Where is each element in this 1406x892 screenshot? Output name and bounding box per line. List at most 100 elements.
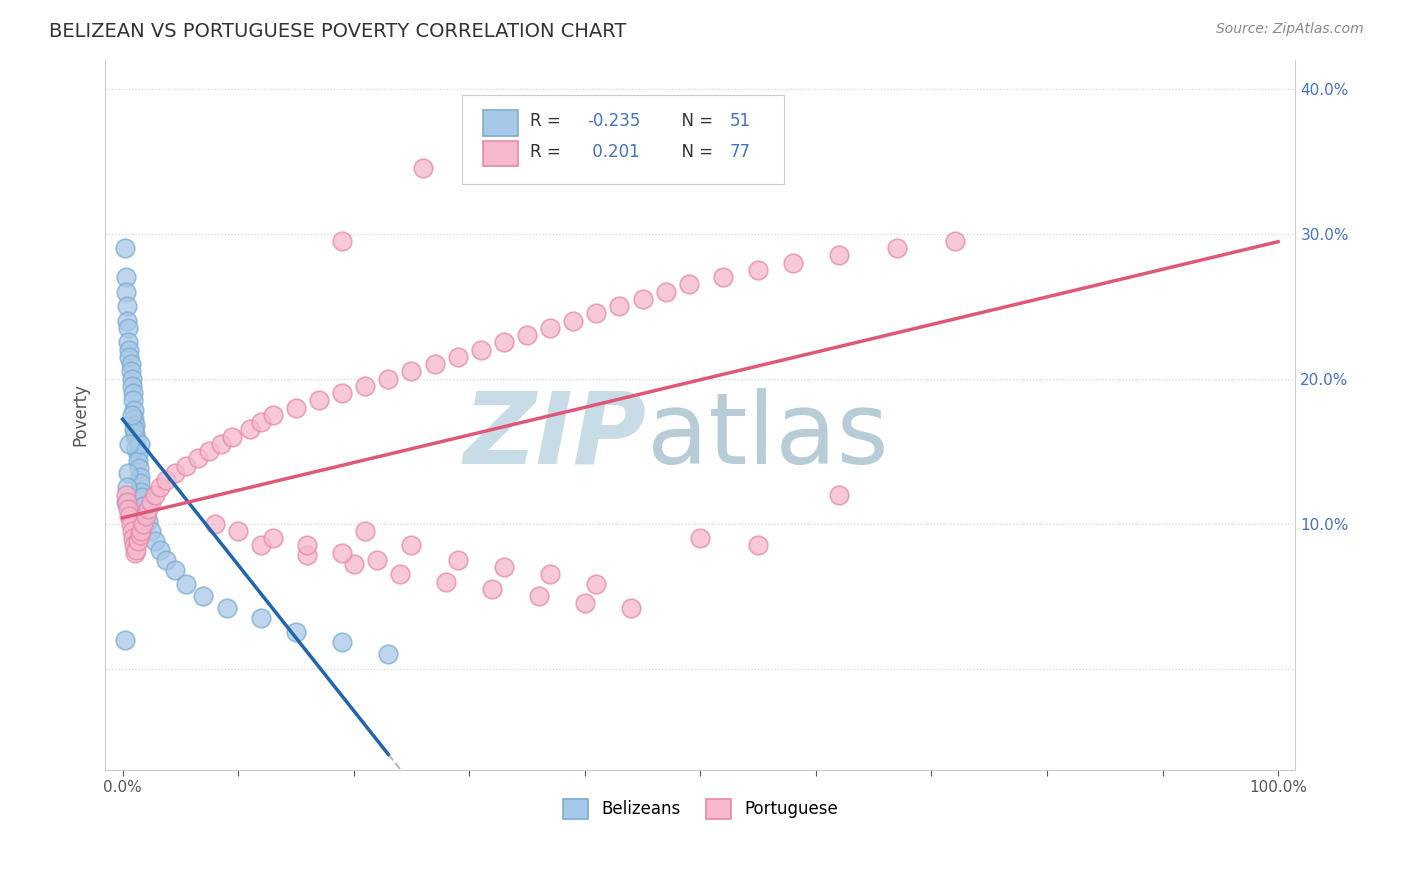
Point (330, 545, 353, 559)
Point (574, 596, 596, 610)
Point (128, 437, 150, 451)
Point (122, 412, 145, 426)
Point (117, 321, 139, 335)
Point (115, 270, 138, 285)
Point (620, 600, 643, 615)
Point (127, 447, 149, 461)
Point (135, 505, 157, 519)
Point (689, 531, 711, 545)
Point (447, 553, 470, 567)
Point (343, 557, 366, 571)
FancyBboxPatch shape (482, 110, 519, 136)
Point (747, 538, 769, 552)
Point (354, 379, 377, 393)
Point (117, 335, 139, 350)
Point (143, 487, 166, 501)
Text: R =: R = (530, 112, 567, 130)
Point (125, 441, 148, 455)
Point (330, 386, 353, 401)
Text: 0.201: 0.201 (588, 143, 640, 161)
Point (308, 393, 330, 408)
Point (128, 461, 150, 475)
Point (118, 350, 141, 364)
Point (538, 321, 561, 335)
Text: BELIZEAN VS PORTUGUESE POVERTY CORRELATION CHART: BELIZEAN VS PORTUGUESE POVERTY CORRELATI… (49, 22, 627, 41)
Point (118, 343, 141, 357)
Point (434, 574, 457, 589)
Point (377, 371, 399, 385)
Point (118, 509, 141, 524)
Point (120, 364, 142, 378)
Point (115, 285, 138, 299)
Point (198, 444, 221, 458)
Text: 51: 51 (730, 112, 751, 130)
Point (121, 371, 143, 385)
Text: -0.235: -0.235 (588, 112, 641, 130)
Point (120, 357, 142, 371)
Point (481, 582, 503, 596)
Point (401, 364, 423, 378)
Point (125, 542, 148, 557)
FancyBboxPatch shape (463, 95, 783, 184)
Point (401, 538, 423, 552)
Point (121, 524, 143, 538)
Point (239, 422, 262, 436)
Point (209, 437, 232, 451)
Point (131, 491, 153, 505)
Point (297, 538, 319, 552)
Point (388, 567, 411, 582)
Point (585, 577, 607, 591)
Text: R =: R = (530, 143, 567, 161)
Point (163, 466, 186, 480)
Point (377, 647, 399, 661)
Point (250, 611, 273, 625)
Point (412, 161, 434, 176)
Point (538, 567, 561, 582)
Point (129, 484, 152, 499)
Point (782, 255, 804, 269)
Point (204, 516, 226, 531)
Point (135, 509, 157, 524)
Text: atlas: atlas (647, 388, 889, 484)
Point (127, 533, 149, 548)
Text: 77: 77 (730, 143, 751, 161)
Point (114, 632, 136, 647)
Point (128, 475, 150, 490)
Point (284, 401, 307, 415)
Point (124, 426, 146, 441)
Point (250, 415, 273, 429)
Point (828, 487, 851, 501)
Point (187, 451, 209, 466)
Point (148, 480, 170, 494)
Point (155, 473, 177, 487)
Text: ZIP: ZIP (464, 388, 647, 484)
Point (226, 524, 249, 538)
Point (122, 422, 145, 436)
Point (117, 502, 139, 516)
Point (562, 313, 585, 327)
Point (654, 285, 676, 299)
Point (492, 560, 515, 574)
Point (631, 292, 654, 306)
Point (122, 403, 145, 417)
Point (122, 531, 145, 545)
Point (354, 524, 377, 538)
Point (125, 433, 148, 447)
Point (122, 538, 145, 552)
Point (136, 514, 159, 528)
Text: N =: N = (671, 112, 718, 130)
Point (492, 335, 515, 350)
Point (262, 408, 284, 422)
Point (585, 306, 607, 320)
Point (447, 350, 470, 364)
Point (148, 542, 170, 557)
Point (115, 299, 138, 313)
Point (163, 563, 186, 577)
Point (713, 270, 735, 285)
Point (828, 248, 851, 262)
Point (678, 277, 700, 292)
Point (141, 524, 163, 538)
Point (121, 379, 143, 393)
Point (129, 524, 152, 538)
Point (609, 299, 631, 313)
